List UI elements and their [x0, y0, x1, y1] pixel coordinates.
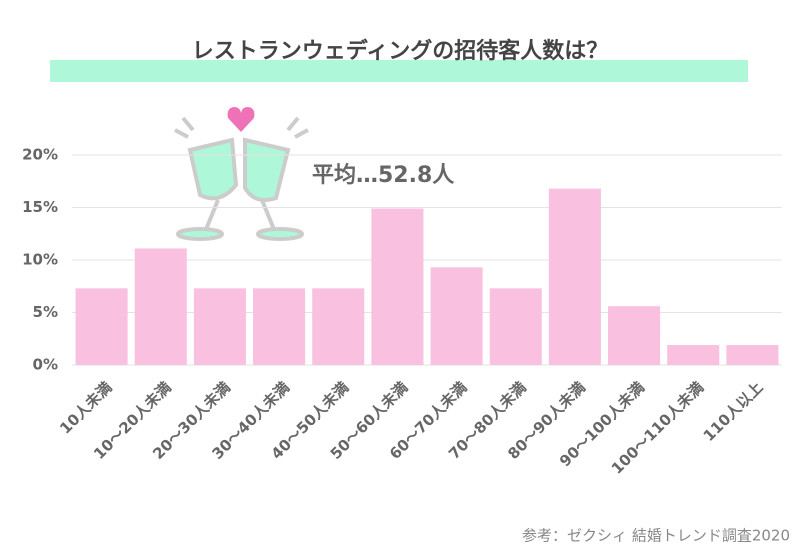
bar	[489, 288, 542, 365]
bar	[548, 188, 601, 365]
annotation: 平均…52.8人	[312, 162, 454, 188]
bar	[193, 288, 246, 365]
bar	[667, 345, 720, 365]
title-highlight	[50, 60, 748, 82]
bar	[253, 288, 306, 365]
x-tick-label: 10人未満	[56, 378, 115, 437]
source: 参考：ゼクシィ 結婚トレンド調査2020	[522, 527, 790, 545]
bar	[726, 345, 779, 365]
bar	[430, 267, 483, 365]
y-tick-label: 5%	[33, 303, 58, 321]
chart-title: レストランウェディングの招待客人数は？	[192, 38, 608, 64]
y-tick-label: 0%	[33, 356, 58, 374]
bar	[75, 288, 128, 365]
bar	[371, 208, 424, 365]
y-tick-label: 20%	[22, 146, 58, 164]
toast-illustration	[174, 107, 309, 241]
bar	[134, 248, 187, 365]
bar	[608, 306, 661, 365]
bar	[312, 288, 365, 365]
y-tick-label: 10%	[22, 251, 58, 269]
y-tick-label: 15%	[22, 198, 58, 216]
x-tick-label: 110人以上	[700, 378, 767, 445]
